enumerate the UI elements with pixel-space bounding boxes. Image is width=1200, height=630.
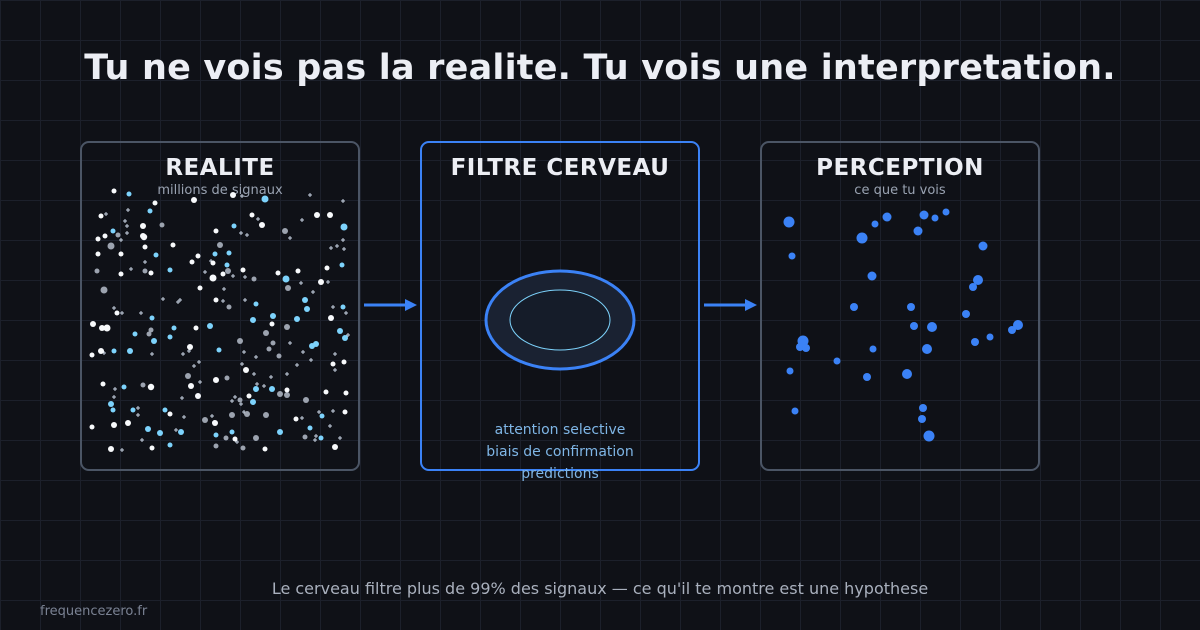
- site-credit: frequencezero.fr: [40, 604, 148, 619]
- filter-item-confirmation-bias: biais de confirmation: [486, 444, 634, 460]
- filter-mechanisms-list: attention selective biais de confirmatio…: [422, 419, 698, 485]
- reality-panel: REALITE millions de signaux: [80, 141, 360, 471]
- reality-subtitle: millions de signaux: [157, 183, 283, 198]
- brain-filter-panel: FILTRE CERVEAU attention selective biais…: [420, 141, 700, 482]
- arrow-right-icon: [364, 299, 417, 311]
- filter-item-predictions: predictions: [521, 466, 599, 482]
- caption: Le cerveau filtre plus de 99% des signau…: [271, 579, 929, 598]
- filter-title: FILTRE CERVEAU: [450, 155, 670, 181]
- page-title: Tu ne vois pas la realite. Tu vois une i…: [84, 48, 1116, 88]
- perception-title: PERCEPTION: [816, 155, 984, 181]
- reality-title: REALITE: [165, 155, 275, 181]
- perception-subtitle: ce que tu vois: [854, 183, 946, 198]
- filter-item-attention: attention selective: [494, 422, 626, 438]
- perception-panel: PERCEPTION ce que tu vois: [760, 141, 1040, 471]
- arrow-right-icon: [704, 299, 757, 311]
